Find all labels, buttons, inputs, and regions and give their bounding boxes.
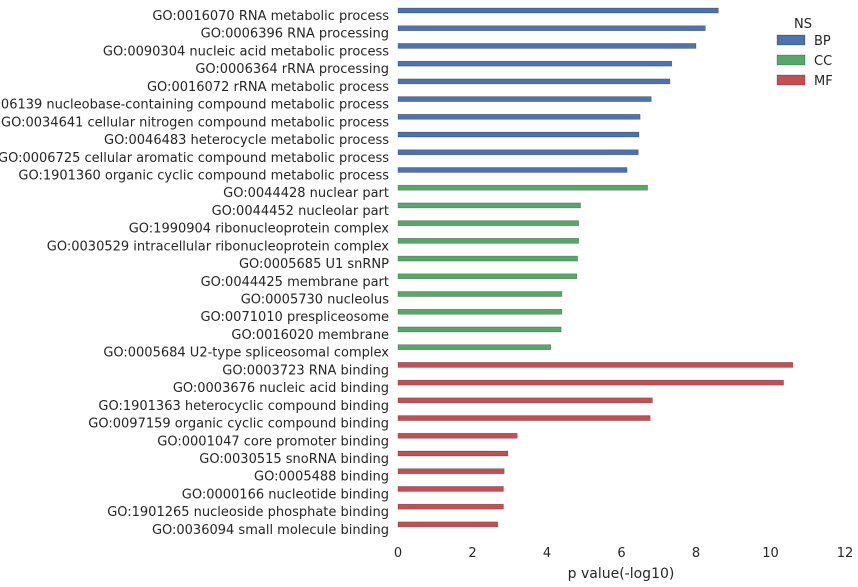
legend-label-cc: CC xyxy=(814,54,832,69)
x-tick-label: 2 xyxy=(468,546,476,561)
category-label: GO:1901363 heterocyclic compound binding xyxy=(98,399,389,414)
category-label: GO:0097159 organic cyclic compound bindi… xyxy=(88,417,389,432)
category-label: GO:0005730 nucleolus xyxy=(241,293,390,308)
bar-bp xyxy=(397,131,640,138)
bar-mf xyxy=(397,432,518,439)
bar-mf xyxy=(397,486,504,492)
legend-swatch-bp xyxy=(776,34,806,46)
category-label: GO:0016072 rRNA metabolic process xyxy=(147,80,389,95)
x-tick-label: 4 xyxy=(543,546,551,561)
legend-title: NS xyxy=(794,17,812,32)
bar-cc xyxy=(397,255,578,262)
bar-bp xyxy=(397,7,719,14)
category-label: GO:0005488 binding xyxy=(254,470,389,485)
legend: NS BP CC MF xyxy=(776,17,833,89)
bar-mf xyxy=(397,503,504,510)
bar-cc xyxy=(397,202,581,209)
category-label: GO:0090304 nucleic acid metabolic proces… xyxy=(103,44,389,59)
bar-mf xyxy=(397,397,653,404)
category-label: GO:0071010 prespliceosome xyxy=(200,310,389,325)
category-label: GO:0003723 RNA binding xyxy=(222,363,389,378)
legend-label-mf: MF xyxy=(814,74,833,89)
legend-label-bp: BP xyxy=(814,34,831,49)
x-axis-label: p value(-log10) xyxy=(568,566,675,582)
category-label: GO:0044452 nucleolar part xyxy=(212,204,389,219)
bar-bp xyxy=(397,149,639,156)
bar-cc xyxy=(397,273,578,280)
category-label: GO:0006364 rRNA processing xyxy=(195,62,389,77)
category-label: GO:1901265 nucleoside phosphate binding xyxy=(107,505,389,520)
category-label: GO:0044428 nuclear part xyxy=(223,186,389,201)
bar-bp xyxy=(397,96,652,102)
bar-bp xyxy=(397,43,697,49)
category-label: GO:0003676 nucleic acid binding xyxy=(173,381,389,396)
category-label: GO:1901360 organic cyclic compound metab… xyxy=(18,168,389,183)
bar-cc xyxy=(397,291,563,297)
x-tick-label: 0 xyxy=(394,546,402,561)
bar-cc xyxy=(397,344,552,350)
category-label: GO:0046483 heterocycle metabolic process xyxy=(104,133,389,148)
bar-mf xyxy=(397,450,509,457)
category-label: GO:0006396 RNA processing xyxy=(201,27,389,42)
category-label: GO:0005684 U2-type spliceosomal complex xyxy=(103,346,389,361)
category-label: GO:0030529 intracellular ribonucleoprote… xyxy=(47,239,390,254)
bar-mf xyxy=(397,468,505,475)
legend-swatch-cc xyxy=(776,54,806,66)
x-tick-label: 12 xyxy=(837,546,854,561)
bar-mf xyxy=(397,415,651,421)
bar-cc xyxy=(397,238,579,244)
legend-items: BP CC MF xyxy=(776,34,833,89)
bar-cc xyxy=(397,326,562,333)
category-label: GO:0036094 small molecule binding xyxy=(152,523,389,538)
category-label: GO:0005685 U1 snRNP xyxy=(239,257,389,272)
bar-mf xyxy=(397,362,794,368)
bar-bp xyxy=(397,25,706,32)
bar-mf xyxy=(397,521,499,528)
category-label: GO:0016070 RNA metabolic process xyxy=(152,9,389,24)
bar-bp xyxy=(397,114,641,120)
category-label: GO:0044425 membrane part xyxy=(201,275,389,290)
bar-mf xyxy=(397,379,784,386)
x-tick-label: 8 xyxy=(692,546,700,561)
x-tick-label: 10 xyxy=(762,546,779,561)
legend-swatch-mf xyxy=(776,74,806,86)
category-label: GO:0001047 core promoter binding xyxy=(157,434,389,449)
category-label: GO:0006725 cellular aromatic compound me… xyxy=(0,151,389,166)
bar-bp xyxy=(397,78,671,85)
category-label: GO:1990904 ribonucleoprotein complex xyxy=(129,222,390,237)
category-label: GO:0016020 membrane xyxy=(231,328,389,343)
bar-cc xyxy=(397,184,648,191)
bars xyxy=(397,7,794,528)
category-label: GO:0000166 nucleotide binding xyxy=(182,487,389,502)
x-tick-label: 6 xyxy=(617,546,625,561)
category-label: GO:0030515 snoRNA binding xyxy=(199,452,389,467)
bar-cc xyxy=(397,308,563,315)
bar-bp xyxy=(397,167,628,173)
x-axis-ticks: 0 2 4 6 8 10 12 xyxy=(394,546,853,561)
category-label: GO:0034641 cellular nitrogen compound me… xyxy=(1,115,389,130)
category-labels: GO:0016070 RNA metabolic process GO:00063… xyxy=(0,9,389,538)
category-label: GO:0006139 nucleobase-containing compoun… xyxy=(0,98,389,113)
bar-cc xyxy=(397,220,579,226)
bar-bp xyxy=(397,60,673,67)
